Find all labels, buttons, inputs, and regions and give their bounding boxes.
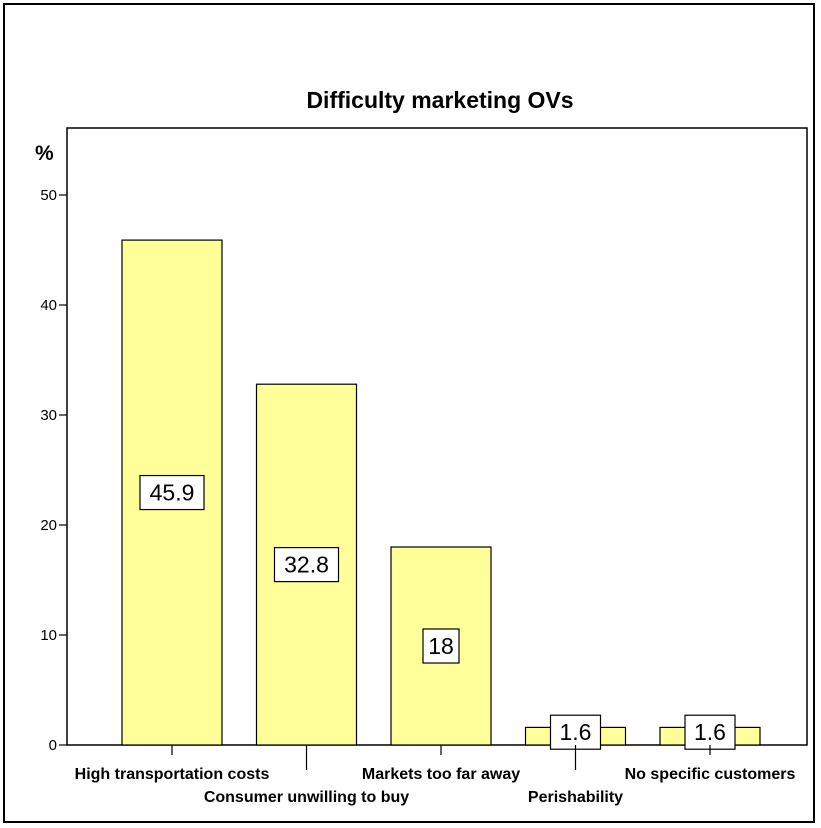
data-label-box: [139, 474, 205, 511]
data-label-box: [422, 628, 460, 664]
y-tick-label: 30: [40, 407, 57, 424]
data-label: 32.8: [284, 552, 329, 578]
y-tick-label: 40: [40, 297, 57, 314]
data-label: 1.6: [560, 719, 592, 745]
y-axis: 0 10 20 30 40 50: [40, 187, 67, 754]
data-label: 45.9: [150, 480, 195, 506]
x-category-label: Markets too far away: [362, 766, 520, 783]
y-tick-label: 20: [40, 517, 57, 534]
y-tick-label: 10: [40, 627, 57, 644]
x-category-label: Consumer unwilling to buy: [204, 789, 409, 806]
bars-group: 45.9 32.8 18 1.6 1.6: [121, 239, 761, 750]
y-axis-unit-label: %: [35, 142, 54, 165]
x-axis: High transportation costs Consumer unwill…: [75, 745, 796, 806]
data-label-box: [273, 546, 340, 583]
x-category-label: High transportation costs: [75, 766, 270, 783]
chart-title: Difficulty marketing OVs: [306, 87, 573, 113]
x-category-label: Perishability: [528, 789, 623, 806]
x-category-label: No specific customers: [625, 766, 796, 783]
y-tick-label: 50: [40, 187, 57, 204]
data-label: 1.6: [694, 719, 726, 745]
data-label: 18: [428, 633, 454, 659]
y-tick-label: 0: [49, 737, 57, 754]
